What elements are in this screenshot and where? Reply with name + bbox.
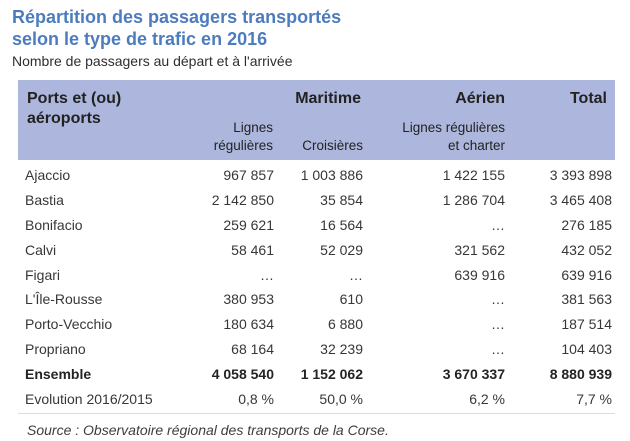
- cell-total: 187 514: [561, 316, 612, 333]
- cell-aerien: …: [491, 316, 505, 333]
- cell-maritime-regulieres: 4 058 540: [211, 365, 274, 382]
- cell-aerien: 321 562: [454, 241, 505, 258]
- source-note: Source : Observatoire régional des trans…: [27, 421, 389, 438]
- table-row-ajaccio: Ajaccio 967 857 1 003 886 1 422 155 3 39…: [18, 163, 615, 188]
- cell-aerien: 1 286 704: [442, 192, 505, 209]
- subtitle: Nombre de passagers au départ et à l'arr…: [12, 53, 293, 69]
- cell-aerien: 3 670 337: [442, 365, 505, 382]
- page-title-line-1: Répartition des passagers transportés: [12, 7, 342, 27]
- table-row-ile-rousse: L'Île-Rousse 380 953 610 … 381 563: [18, 287, 615, 312]
- cell-aerien: 639 916: [454, 266, 505, 283]
- row-label: L'Île-Rousse: [25, 291, 103, 308]
- cell-maritime-regulieres: 58 461: [231, 241, 274, 258]
- table-row-bonifacio: Bonifacio 259 621 16 564 … 276 185: [18, 213, 615, 238]
- cell-total: 432 052: [561, 241, 612, 258]
- row-label: Porto-Vecchio: [25, 316, 113, 333]
- row-label: Ensemble: [25, 365, 92, 382]
- cell-croisieres: 6 880: [327, 316, 363, 333]
- page-title-line-2: selon le type de trafic en 2016: [12, 29, 268, 49]
- page-title: Répartition des passagers transportés se…: [12, 6, 630, 50]
- table-row-bastia: Bastia 2 142 850 35 854 1 286 704 3 465 …: [18, 188, 615, 213]
- cell-croisieres: 16 564: [320, 216, 363, 233]
- cell-croisieres: 32 239: [320, 340, 363, 357]
- cell-total: 104 403: [561, 340, 612, 357]
- cell-aerien: 6,2 %: [469, 390, 505, 407]
- divider: [18, 412, 615, 414]
- cell-total: 7,7 %: [576, 390, 612, 407]
- cell-aerien: 1 422 155: [442, 167, 505, 184]
- column-header-ports-aeroports: Ports et (ou) aéroports: [27, 90, 122, 127]
- column-header-aerien-lignes-charter: Lignes régulières et charter: [402, 120, 505, 153]
- table-row-calvi: Calvi 58 461 52 029 321 562 432 052: [18, 237, 615, 262]
- table-row-figari: Figari … … 639 916 639 916: [18, 262, 615, 287]
- row-label: Bonifacio: [25, 216, 83, 233]
- table-row-propriano: Propriano 68 164 32 239 … 104 403: [18, 337, 615, 362]
- row-label: Bastia: [25, 192, 64, 209]
- column-header-croisieres: Croisières: [302, 138, 363, 153]
- column-header-lignes-regulieres: Lignes régulières: [213, 120, 273, 153]
- cell-aerien: …: [491, 216, 505, 233]
- cell-maritime-regulieres: 68 164: [231, 340, 274, 357]
- cell-total: 3 465 408: [549, 192, 612, 209]
- column-group-aerien: Aérien: [455, 90, 505, 107]
- table-header: Ports et (ou) aéroports Maritime Aérien …: [18, 80, 615, 160]
- row-label: Evolution 2016/2015: [25, 390, 153, 407]
- cell-maritime-regulieres: 259 621: [223, 216, 274, 233]
- cell-maritime-regulieres: …: [260, 266, 274, 283]
- cell-total: 381 563: [561, 291, 612, 308]
- cell-aerien: …: [491, 340, 505, 357]
- cell-total: 3 393 898: [549, 167, 612, 184]
- cell-croisieres: 1 003 886: [300, 167, 363, 184]
- cell-aerien: …: [491, 291, 505, 308]
- cell-maritime-regulieres: 380 953: [223, 291, 274, 308]
- row-label: Figari: [25, 266, 61, 283]
- cell-total: 639 916: [561, 266, 612, 283]
- cell-croisieres: …: [349, 266, 363, 283]
- cell-maritime-regulieres: 2 142 850: [211, 192, 274, 209]
- column-group-total: Total: [569, 90, 607, 107]
- cell-total: 276 185: [561, 216, 612, 233]
- cell-croisieres: 610: [339, 291, 363, 308]
- cell-croisieres: 52 029: [320, 241, 363, 258]
- row-label: Calvi: [25, 241, 57, 258]
- column-group-maritime: Maritime: [295, 90, 361, 107]
- cell-croisieres: 50,0 %: [319, 390, 363, 407]
- table-row-ensemble: Ensemble 4 058 540 1 152 062 3 670 337 8…: [18, 361, 615, 386]
- cell-croisieres: 1 152 062: [300, 365, 363, 382]
- cell-croisieres: 35 854: [320, 192, 363, 209]
- cell-maritime-regulieres: 967 857: [223, 167, 274, 184]
- table-row-porto-vecchio: Porto-Vecchio 180 634 6 880 … 187 514: [18, 312, 615, 337]
- row-label: Propriano: [25, 340, 86, 357]
- cell-maritime-regulieres: 180 634: [223, 316, 274, 333]
- passengers-table: Ports et (ou) aéroports Maritime Aérien …: [18, 80, 615, 411]
- table-body: Ajaccio 967 857 1 003 886 1 422 155 3 39…: [18, 163, 615, 411]
- cell-maritime-regulieres: 0,8 %: [238, 390, 274, 407]
- row-label: Ajaccio: [25, 167, 71, 184]
- cell-total: 8 880 939: [549, 365, 612, 382]
- table-row-evolution: Evolution 2016/2015 0,8 % 50,0 % 6,2 % 7…: [18, 386, 615, 411]
